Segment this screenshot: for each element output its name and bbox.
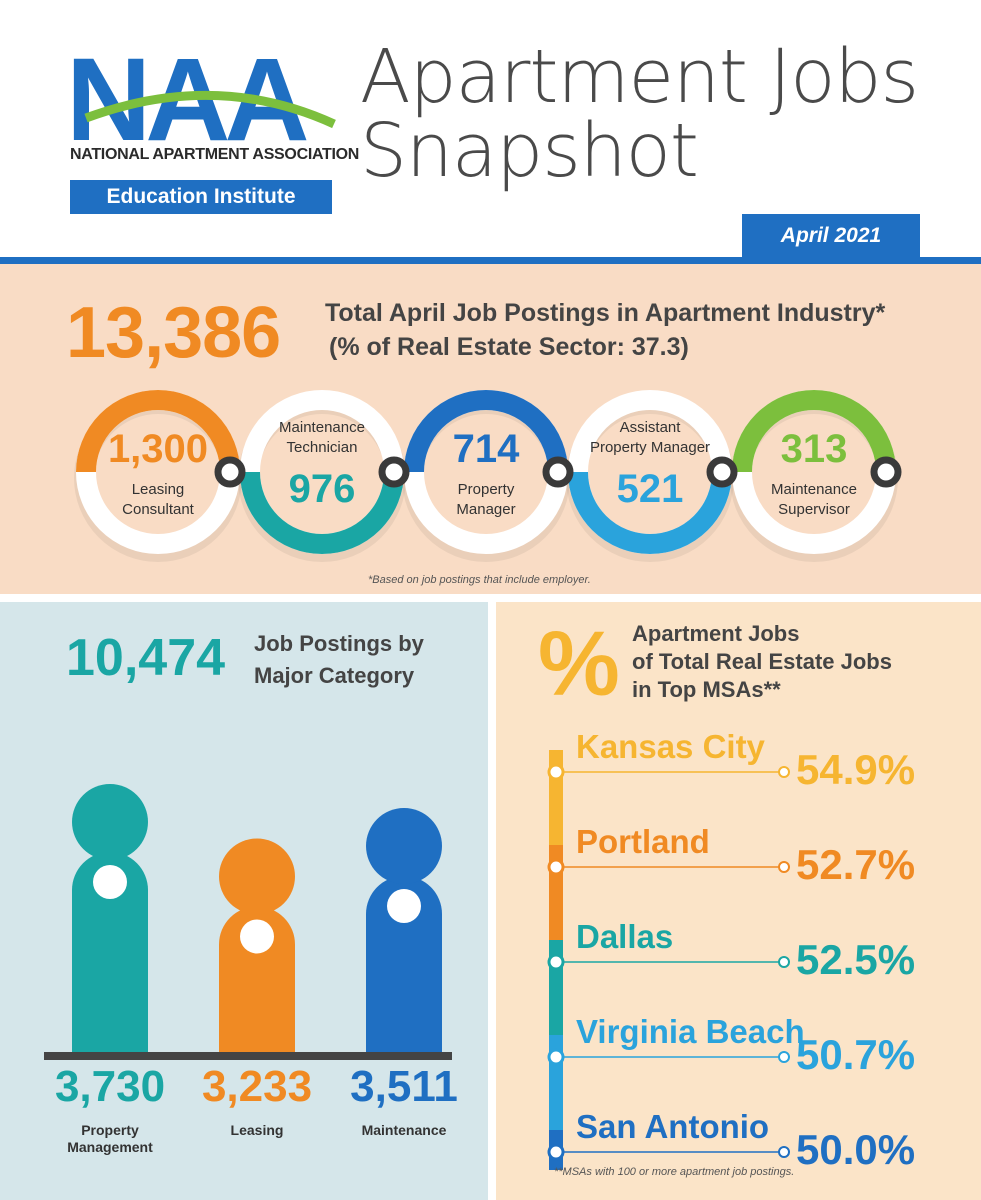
- msa-timeline: [547, 750, 790, 1170]
- msa-city: San Antonio: [576, 1108, 770, 1145]
- category-label-line1: Job Postings by: [254, 631, 424, 656]
- msa-value: 50.7%: [796, 1031, 916, 1078]
- bar-dot: [240, 919, 274, 954]
- chain-link-icon: [542, 456, 574, 488]
- bars-svg: [44, 784, 452, 1060]
- role-arc: [568, 471, 732, 554]
- role-label: Leasing: [132, 481, 185, 498]
- total-footnote: *Based on job postings that include empl…: [368, 574, 591, 586]
- page-title-line2: Snapshot: [360, 108, 699, 194]
- page-title-line1: Apartment Jobs: [360, 34, 919, 120]
- bar-category-line: Property: [81, 1122, 139, 1138]
- bar-category-line: Management: [67, 1139, 153, 1155]
- role-value: 976: [289, 467, 356, 511]
- bar-body: [219, 906, 295, 1052]
- msa-title-line1: Apartment Jobs: [632, 621, 800, 646]
- msa-city: Virginia Beach: [576, 1013, 805, 1050]
- role-chain: 1,300 Leasing Consultant Maintenance Technic…: [74, 390, 902, 562]
- percent-icon: %: [538, 613, 620, 715]
- msa-row-connector: [547, 858, 790, 876]
- msa-row-connector: [547, 1143, 790, 1161]
- msa-city: Dallas: [576, 918, 674, 955]
- bar-category-line: Maintenance: [361, 1122, 447, 1138]
- bar-dot: [93, 865, 127, 899]
- role-ring-5: 313 Maintenance Supervisor: [730, 390, 898, 562]
- msa-value: 54.9%: [796, 746, 916, 793]
- chain-link-icon: [706, 456, 738, 488]
- category-total-label: Job Postings by Major Category: [254, 628, 424, 692]
- naa-logo: NAA: [66, 40, 336, 150]
- role-label: Consultant: [122, 501, 195, 518]
- role-label: Maintenance: [279, 419, 365, 436]
- msa-title-line2: of Total Real Estate Jobs: [632, 649, 892, 674]
- role-ring-1: 1,300 Leasing Consultant: [74, 390, 242, 562]
- role-value: 1,300: [108, 427, 208, 471]
- chain-link-icon: [378, 456, 410, 488]
- msa-section: [496, 602, 981, 1200]
- role-arc: [404, 390, 568, 473]
- msa-value: 50.0%: [796, 1126, 916, 1173]
- msa-value: 52.5%: [796, 936, 916, 983]
- role-label: Property: [458, 481, 515, 498]
- category-label-line2: Major Category: [254, 663, 415, 688]
- bar-value: 3,730: [54, 1062, 166, 1111]
- role-arc: [76, 390, 240, 473]
- logo-edu-badge: Education Institute: [70, 180, 332, 214]
- msa-row-connector: [547, 1048, 790, 1066]
- msa-city: Portland: [576, 823, 710, 860]
- chain-link-icon: [870, 456, 902, 488]
- bar-head: [219, 838, 295, 915]
- msa-value: 52.7%: [796, 841, 916, 888]
- bar-category-line: Leasing: [230, 1122, 284, 1138]
- category-bar-chart: 3,730 Property Management 3,233 Leasing 3,511…: [0, 700, 488, 1200]
- msa-title: Apartment Jobs of Total Real Estate Jobs…: [632, 620, 892, 704]
- role-label: Assistant: [620, 419, 682, 436]
- total-label-line1: Total April Job Postings in Apartment In…: [325, 299, 886, 327]
- bar-head: [366, 808, 442, 884]
- bar-body: [366, 876, 442, 1052]
- role-value: 714: [453, 427, 520, 471]
- date-badge: April 2021: [742, 214, 920, 257]
- bar-value: 3,233: [201, 1062, 313, 1111]
- role-ring-2: Maintenance Technician 976: [238, 390, 406, 562]
- total-postings-value: 13,386: [66, 293, 281, 373]
- logo-swoosh: [84, 90, 336, 129]
- logo-org-name: NATIONAL APARTMENT ASSOCIATION: [70, 146, 360, 163]
- role-label: Property Manager: [590, 439, 710, 456]
- role-arc: [240, 471, 404, 554]
- role-value: 521: [617, 467, 684, 511]
- bar-category-label: Property Management: [35, 1122, 185, 1156]
- bar-category-label: Leasing: [182, 1122, 332, 1139]
- role-label: Technician: [287, 439, 358, 456]
- category-total-value: 10,474: [66, 629, 226, 687]
- role-arc: [732, 390, 896, 473]
- page-title: Apartment Jobs Snapshot: [360, 34, 919, 194]
- bar-dot: [387, 889, 421, 923]
- role-label: Supervisor: [778, 501, 850, 518]
- bar-baseline: [44, 1052, 452, 1060]
- bar-1: [72, 784, 148, 1052]
- role-label: Maintenance: [771, 481, 857, 498]
- total-postings-label: Total April Job Postings in Apartment In…: [325, 296, 885, 364]
- bar-value: 3,511: [350, 1062, 458, 1111]
- bar-2: [219, 838, 295, 1052]
- bar-head: [72, 784, 148, 860]
- role-ring-3: 714 Property Manager: [402, 390, 570, 562]
- role-ring-4: Assistant Property Manager 521: [566, 390, 734, 562]
- role-label: Manager: [456, 501, 515, 518]
- msa-city: Kansas City: [576, 728, 765, 765]
- header-divider: [0, 257, 981, 264]
- msa-row-connector: [547, 763, 790, 781]
- msa-row-connector: [547, 953, 790, 971]
- role-value: 313: [781, 427, 848, 471]
- chain-link-icon: [214, 456, 246, 488]
- bar-category-label: Maintenance: [329, 1122, 479, 1139]
- bar-body: [72, 852, 148, 1052]
- msa-footnote: **MSAs with 100 or more apartment job po…: [554, 1166, 795, 1178]
- total-label-line2: (% of Real Estate Sector: 37.3): [329, 333, 689, 361]
- bar-3: [366, 808, 442, 1052]
- msa-title-line3: in Top MSAs**: [632, 677, 781, 702]
